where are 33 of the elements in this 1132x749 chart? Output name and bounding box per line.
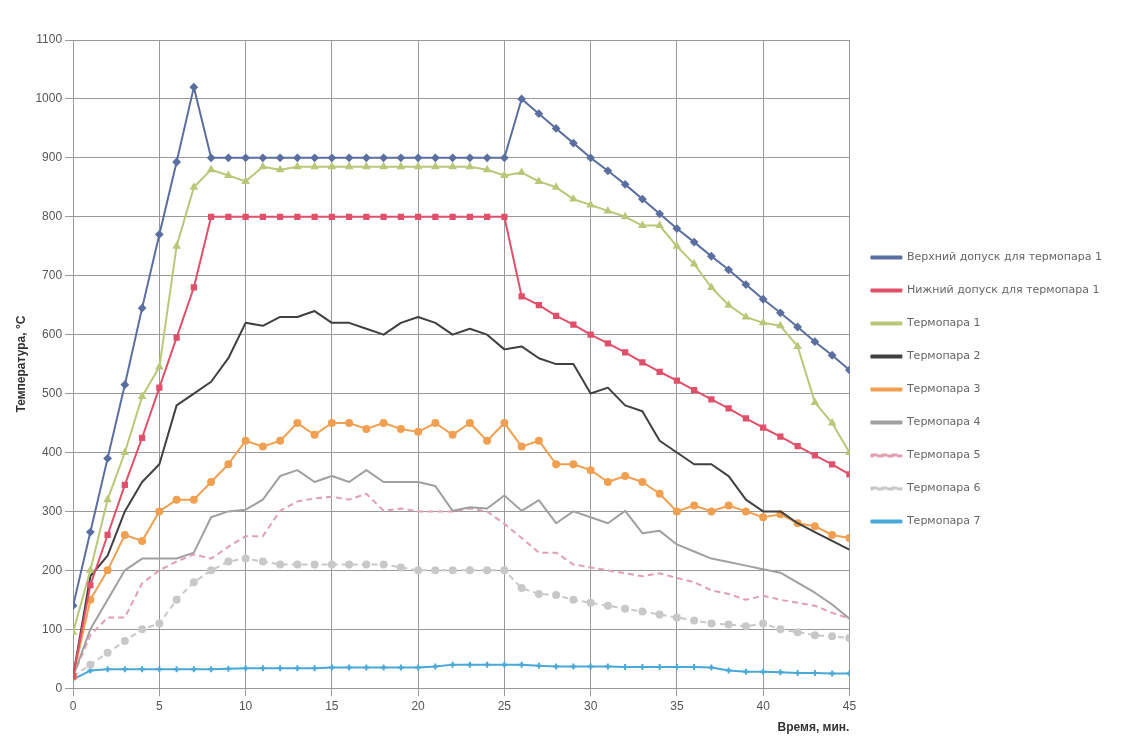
x-tick-label: 5	[156, 698, 164, 713]
legend-label: Термопара 4	[905, 415, 981, 429]
x-tick-label: 20	[411, 698, 426, 713]
y-axis-title: Температура, °C	[13, 315, 28, 413]
y-tick-label: 1000	[35, 91, 63, 106]
y-tick-label: 900	[42, 150, 63, 165]
legend-label: Термопара 7	[905, 514, 981, 528]
x-axis-title: Время, мин.	[777, 720, 850, 735]
x-tick-label: 35	[670, 698, 684, 713]
x-tick-label: 10	[238, 698, 253, 713]
legend-label: Термопара 2	[905, 349, 981, 363]
y-tick-label: 600	[42, 326, 63, 341]
x-tick-label: 40	[756, 698, 771, 713]
y-tick-label: 500	[42, 385, 63, 400]
legend-label: Термопара 6	[905, 481, 981, 495]
x-tick-label: 30	[583, 698, 598, 713]
x-tick-label: 15	[325, 698, 339, 713]
legend-label: Нижний допуск для термопара 1	[906, 283, 1100, 297]
y-tick-label: 300	[42, 503, 63, 518]
x-tick-label: 25	[497, 698, 512, 713]
legend-label: Верхний допуск для термопара 1	[906, 250, 1102, 264]
y-tick-label: 700	[42, 268, 63, 283]
y-tick-label: 0	[55, 680, 63, 695]
y-tick-label: 1100	[36, 32, 63, 47]
y-tick-label: 800	[42, 209, 63, 224]
y-tick-label: 200	[42, 562, 63, 577]
x-tick-label: 0	[69, 698, 77, 713]
legend-label: Термопара 5	[905, 448, 981, 462]
y-tick-label: 100	[42, 621, 63, 636]
legend-label: Термопара 3	[905, 382, 981, 396]
x-tick-label: 45	[842, 698, 857, 713]
legend-label: Термопара 1	[905, 316, 981, 330]
y-tick-label: 400	[42, 444, 63, 459]
